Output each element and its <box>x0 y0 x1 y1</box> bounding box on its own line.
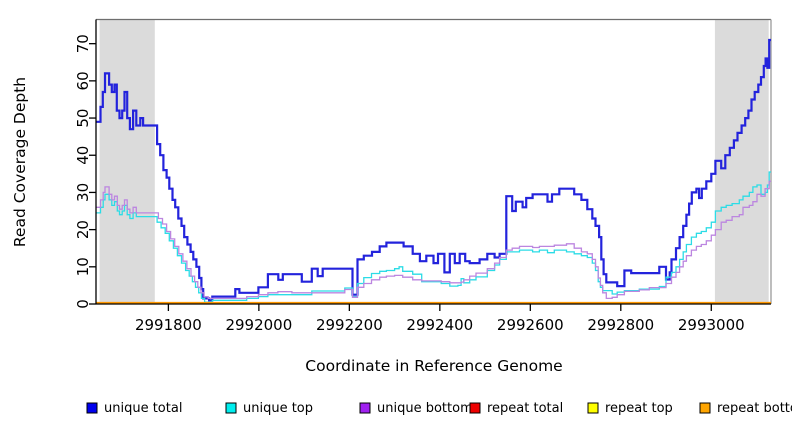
legend-label: repeat top <box>605 401 673 416</box>
legend-item-repeat-bottom: repeat bottom <box>699 401 792 416</box>
legend-item-unique-total: unique total <box>86 401 182 416</box>
x-axis-title: Coordinate in Reference Genome <box>305 357 562 375</box>
legend-swatch <box>587 402 599 414</box>
shaded-region-left <box>99 20 155 305</box>
y-tick-label: 10 <box>74 257 92 276</box>
legend-label: unique total <box>104 401 182 416</box>
x-tick-label: 2992200 <box>316 316 383 334</box>
legend-item-repeat-top: repeat top <box>587 401 673 416</box>
x-tick-label: 2993000 <box>678 316 745 334</box>
series-unique-bottom <box>96 180 771 300</box>
y-tick-label: 70 <box>74 34 92 53</box>
x-tick-label: 2991800 <box>135 316 202 334</box>
legend-swatch <box>86 402 98 414</box>
y-tick-label: 60 <box>74 71 92 90</box>
legend-label: repeat total <box>487 401 563 416</box>
y-tick-label: 40 <box>74 146 92 165</box>
legend-swatch <box>699 402 711 414</box>
legend-label: unique bottom <box>377 401 473 416</box>
x-tick-label: 2992600 <box>497 316 564 334</box>
y-tick-label: 30 <box>74 183 92 202</box>
legend-item-unique-top: unique top <box>225 401 313 416</box>
y-tick-label: 50 <box>74 109 92 128</box>
shaded-region-right <box>714 20 769 305</box>
legend-swatch <box>225 402 237 414</box>
y-tick-label: 20 <box>74 220 92 239</box>
legend-item-unique-bottom: unique bottom <box>359 401 473 416</box>
series-unique-total <box>96 38 771 302</box>
y-tick-label: 0 <box>74 299 92 309</box>
legend-swatch <box>469 402 481 414</box>
legend-label: unique top <box>243 401 313 416</box>
y-axis-title: Read Coverage Depth <box>11 77 29 247</box>
legend-label: repeat bottom <box>717 401 792 416</box>
x-tick-label: 2992400 <box>406 316 473 334</box>
x-tick-label: 2992800 <box>587 316 654 334</box>
x-tick-label: 2992000 <box>225 316 292 334</box>
legend-item-repeat-total: repeat total <box>469 401 563 416</box>
legend-swatch <box>359 402 371 414</box>
